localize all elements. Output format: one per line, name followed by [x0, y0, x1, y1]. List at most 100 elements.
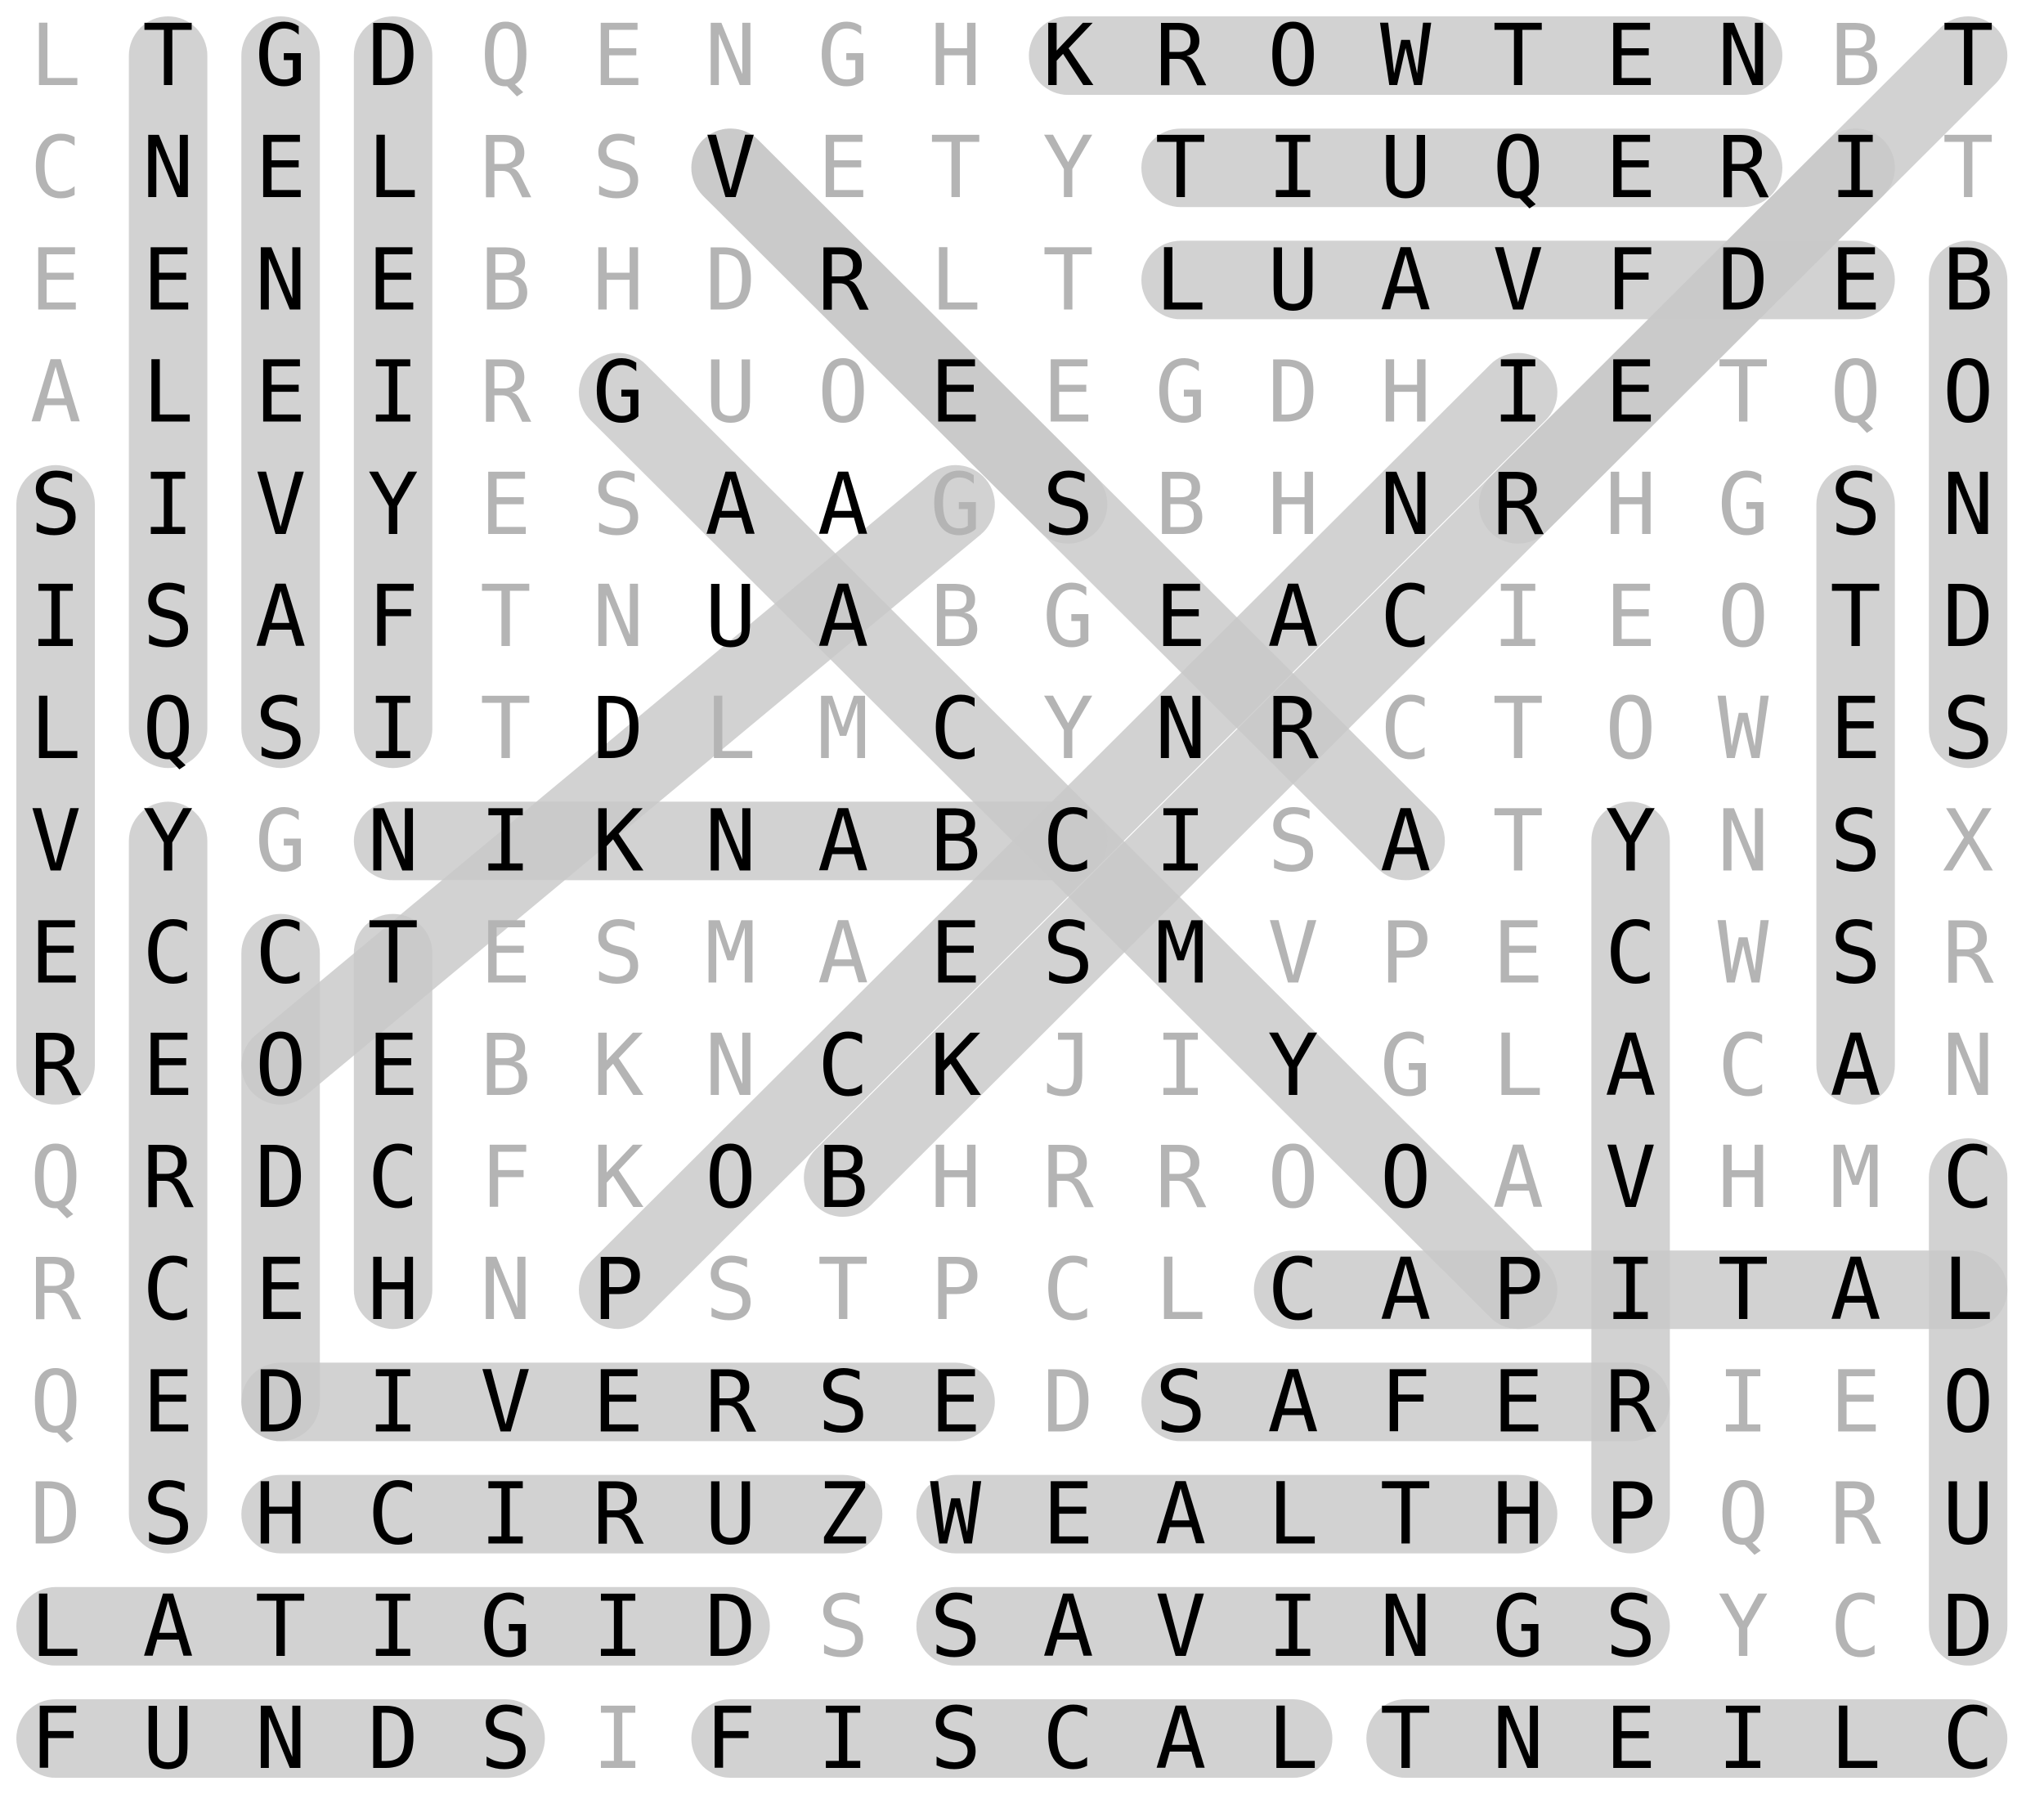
grid-letter[interactable]: S [930, 1577, 981, 1676]
grid-letter[interactable]: U [142, 1689, 194, 1788]
grid-letter[interactable]: I [1155, 791, 1207, 891]
grid-letter[interactable]: T [1830, 567, 1881, 666]
grid-letter[interactable]: I [1155, 1016, 1207, 1115]
grid-letter[interactable]: S [480, 1689, 531, 1788]
grid-letter[interactable]: B [1155, 455, 1207, 554]
grid-letter[interactable]: I [1830, 118, 1881, 218]
grid-letter[interactable]: C [1380, 679, 1432, 778]
grid-letter[interactable]: E [1605, 6, 1656, 105]
grid-letter[interactable]: L [30, 6, 82, 105]
grid-letter[interactable]: U [1380, 118, 1432, 218]
grid-letter[interactable]: E [480, 904, 531, 1003]
grid-letter[interactable]: G [1492, 1577, 1544, 1676]
grid-letter[interactable]: N [255, 1689, 307, 1788]
grid-letter[interactable]: S [1155, 1352, 1207, 1451]
grid-letter[interactable]: G [480, 1577, 531, 1676]
grid-letter[interactable]: H [1380, 343, 1432, 442]
grid-letter[interactable]: M [705, 904, 756, 1003]
grid-letter[interactable]: G [255, 6, 307, 105]
grid-letter[interactable]: T [1380, 1689, 1432, 1788]
grid-letter[interactable]: C [1267, 1240, 1319, 1339]
grid-letter[interactable]: T [142, 6, 194, 105]
grid-letter[interactable]: R [1492, 455, 1544, 554]
grid-letter[interactable]: L [30, 679, 82, 778]
grid-letter[interactable]: N [1492, 1689, 1544, 1788]
grid-letter[interactable]: V [705, 118, 756, 218]
grid-letter[interactable]: T [1943, 6, 1994, 105]
grid-letter[interactable]: U [705, 343, 756, 442]
grid-letter[interactable]: I [593, 1577, 644, 1676]
grid-letter[interactable]: A [1380, 230, 1432, 330]
grid-letter[interactable]: S [593, 118, 644, 218]
grid-letter[interactable]: E [1155, 567, 1207, 666]
grid-letter[interactable]: E [142, 1016, 194, 1115]
grid-letter[interactable]: P [930, 1240, 981, 1339]
grid-letter[interactable]: T [1492, 679, 1544, 778]
grid-letter[interactable]: A [1380, 791, 1432, 891]
grid-letter[interactable]: I [367, 1352, 419, 1451]
grid-letter[interactable]: Q [30, 1128, 82, 1227]
grid-letter[interactable]: G [1042, 567, 1094, 666]
grid-letter[interactable]: S [1830, 791, 1881, 891]
grid-letter[interactable]: S [255, 679, 307, 778]
grid-letter[interactable]: D [705, 1577, 756, 1676]
grid-letter[interactable]: O [1718, 567, 1769, 666]
grid-letter[interactable]: A [818, 455, 869, 554]
grid-letter[interactable]: L [705, 679, 756, 778]
grid-letter[interactable]: A [1492, 1128, 1544, 1227]
grid-letter[interactable]: A [1267, 1352, 1319, 1451]
grid-letter[interactable]: A [142, 1577, 194, 1676]
grid-letter[interactable]: Q [30, 1352, 82, 1451]
grid-letter[interactable]: H [1718, 1128, 1769, 1227]
grid-letter[interactable]: L [1492, 1016, 1544, 1115]
grid-letter[interactable]: A [1267, 567, 1319, 666]
grid-letter[interactable]: O [1943, 343, 1994, 442]
grid-letter[interactable]: E [930, 343, 981, 442]
grid-letter[interactable]: U [1943, 1465, 1994, 1564]
grid-letter[interactable]: U [1267, 230, 1319, 330]
grid-letter[interactable]: M [1830, 1128, 1881, 1227]
grid-letter[interactable]: Y [1042, 679, 1094, 778]
grid-letter[interactable]: C [367, 1128, 419, 1227]
grid-letter[interactable]: O [705, 1128, 756, 1227]
grid-letter[interactable]: L [1267, 1689, 1319, 1788]
grid-letter[interactable]: S [30, 455, 82, 554]
grid-letter[interactable]: P [1492, 1240, 1544, 1339]
grid-letter[interactable]: T [1718, 1240, 1769, 1339]
grid-letter[interactable]: W [1718, 904, 1769, 1003]
grid-letter[interactable]: E [255, 343, 307, 442]
grid-letter[interactable]: A [1380, 1240, 1432, 1339]
grid-letter[interactable]: S [1605, 1577, 1656, 1676]
grid-letter[interactable]: I [1605, 1240, 1656, 1339]
grid-letter[interactable]: C [1605, 904, 1656, 1003]
grid-letter[interactable]: N [705, 6, 756, 105]
grid-letter[interactable]: S [1943, 679, 1994, 778]
grid-letter[interactable]: G [1380, 1016, 1432, 1115]
grid-letter[interactable]: N [1155, 679, 1207, 778]
grid-letter[interactable]: I [142, 455, 194, 554]
grid-letter[interactable]: I [818, 1689, 869, 1788]
grid-letter[interactable]: R [1042, 1128, 1094, 1227]
grid-letter[interactable]: A [1042, 1577, 1094, 1676]
grid-letter[interactable]: G [593, 343, 644, 442]
grid-letter[interactable]: I [1267, 118, 1319, 218]
grid-letter[interactable]: A [1830, 1016, 1881, 1115]
grid-letter[interactable]: E [1605, 1689, 1656, 1788]
grid-letter[interactable]: C [30, 118, 82, 218]
grid-letter[interactable]: I [367, 1577, 419, 1676]
grid-letter[interactable]: N [480, 1240, 531, 1339]
grid-letter[interactable]: E [255, 1240, 307, 1339]
grid-letter[interactable]: O [818, 343, 869, 442]
grid-letter[interactable]: J [1042, 1016, 1094, 1115]
grid-letter[interactable]: F [480, 1128, 531, 1227]
grid-letter[interactable]: C [1042, 1689, 1094, 1788]
grid-letter[interactable]: E [1492, 1352, 1544, 1451]
grid-letter[interactable]: D [367, 1689, 419, 1788]
grid-letter[interactable]: N [142, 118, 194, 218]
grid-letter[interactable]: E [593, 1352, 644, 1451]
grid-letter[interactable]: R [1943, 904, 1994, 1003]
grid-letter[interactable]: E [930, 904, 981, 1003]
grid-letter[interactable]: T [818, 1240, 869, 1339]
grid-letter[interactable]: R [480, 118, 531, 218]
grid-letter[interactable]: C [930, 679, 981, 778]
